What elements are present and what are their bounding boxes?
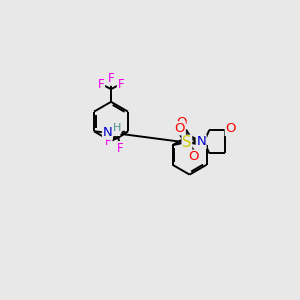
Text: F: F [117, 77, 124, 91]
Text: N: N [196, 135, 206, 148]
Text: F: F [113, 122, 120, 136]
Text: F: F [108, 72, 114, 85]
Text: S: S [182, 135, 192, 150]
Text: N: N [103, 126, 112, 139]
Text: O: O [225, 122, 236, 136]
Text: O: O [189, 150, 199, 163]
Text: F: F [117, 142, 124, 155]
Text: O: O [175, 122, 185, 135]
Text: O: O [176, 116, 187, 129]
Text: F: F [105, 135, 112, 148]
Text: H: H [112, 123, 121, 133]
Text: F: F [98, 77, 105, 91]
